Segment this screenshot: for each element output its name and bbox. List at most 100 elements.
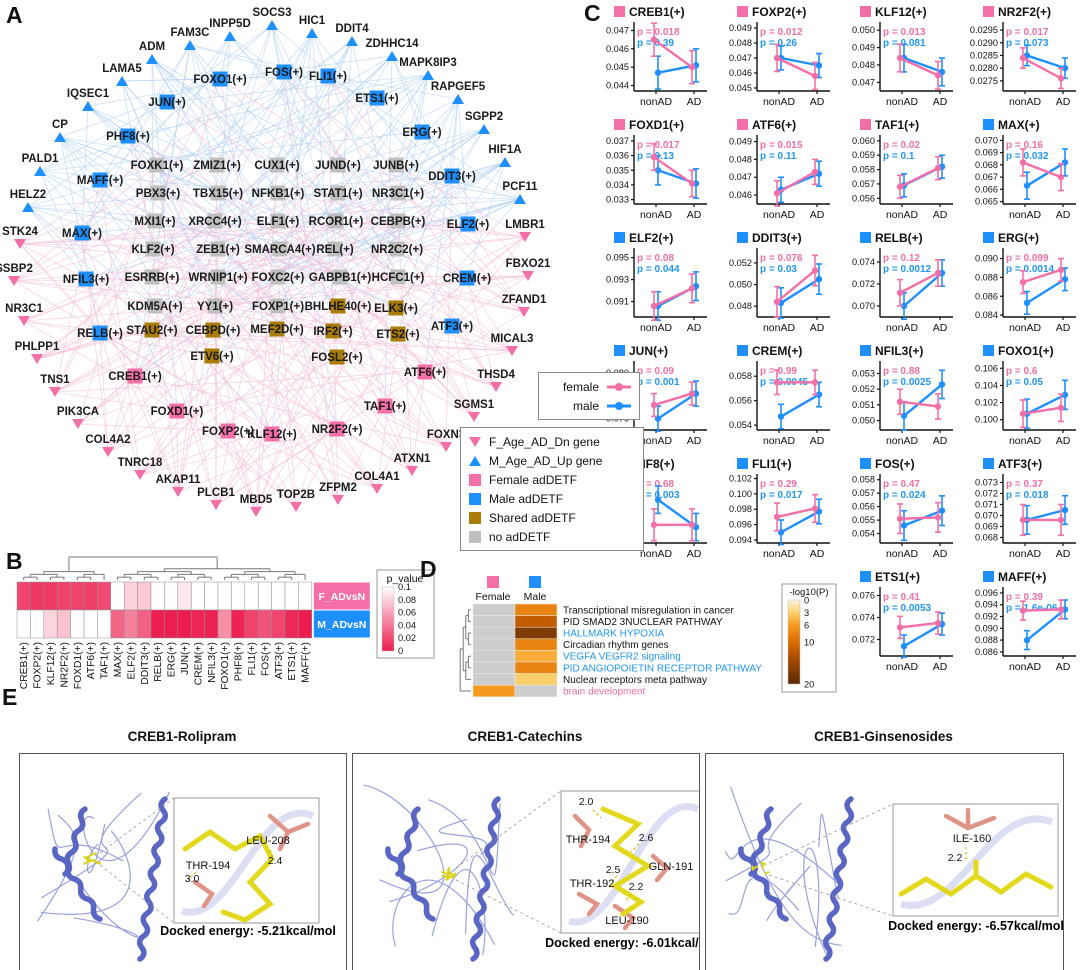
- network-node-FOXP1(+): FOXP1(+): [252, 298, 304, 314]
- heatmap-cell: [244, 581, 259, 611]
- network-node-ERG(+): ERG(+): [402, 124, 442, 140]
- svg-text:NR2F2(+): NR2F2(+): [59, 642, 70, 688]
- network-node-RELB(+): RELB(+): [77, 325, 123, 341]
- svg-text:0.049: 0.049: [852, 43, 875, 53]
- svg-text:FOXD1(+): FOXD1(+): [73, 642, 84, 689]
- tf-plot-ELF2(+): ELF2(+) 0.091 0.093 0.095 nonAD AD p = 0.08 p =…: [590, 230, 711, 346]
- svg-text:CUX1(+): CUX1(+): [254, 160, 299, 172]
- svg-text:Male: Male: [524, 591, 547, 603]
- svg-text:STAT1(+): STAT1(+): [313, 188, 362, 200]
- heatmap-cell: [217, 609, 232, 639]
- svg-text:nonAD: nonAD: [886, 209, 919, 221]
- svg-text:0.098: 0.098: [729, 504, 752, 514]
- svg-text:AD: AD: [933, 322, 948, 334]
- plot-badge: [983, 571, 994, 582]
- heatmap-cell: [97, 609, 112, 639]
- svg-text:p = 0.13: p = 0.13: [637, 151, 674, 162]
- svg-text:PCF11: PCF11: [502, 181, 538, 193]
- svg-text:ATXN1: ATXN1: [394, 453, 431, 465]
- tf-plot-FLI1(+): FLI1(+) 0.094 0.096 0.098 0.100 0.102 nonAD AD p…: [713, 456, 834, 572]
- svg-text:ATF3(+): ATF3(+): [998, 457, 1042, 471]
- svg-text:0.044: 0.044: [606, 81, 629, 91]
- legend-label: no adDETF: [489, 529, 551, 544]
- svg-text:FOXD1(+): FOXD1(+): [629, 118, 684, 132]
- svg-text:0.048: 0.048: [729, 38, 752, 48]
- network-node-RCOR1(+): RCOR1(+): [309, 213, 363, 229]
- heatmap-cell: [150, 609, 165, 639]
- panel-a-label: A: [6, 2, 23, 28]
- svg-text:JUNB(+): JUNB(+): [373, 160, 419, 172]
- svg-text:p = 0.0045: p = 0.0045: [760, 377, 809, 388]
- panel-b-label: B: [6, 548, 23, 574]
- heatmap-cell: [472, 626, 516, 640]
- svg-text:CREB1(+): CREB1(+): [108, 371, 162, 383]
- network-node-NFIL3(+): NFIL3(+): [63, 271, 109, 287]
- svg-text:MAPK8IP3: MAPK8IP3: [399, 57, 457, 69]
- legend-label: Male adDETF: [489, 491, 564, 506]
- heatmap-cell: [271, 609, 286, 639]
- svg-text:FLI1(+): FLI1(+): [247, 642, 258, 675]
- svg-text:CEBPD(+): CEBPD(+): [186, 325, 241, 337]
- svg-text:FOXP2(+): FOXP2(+): [752, 5, 806, 19]
- square-icon: [469, 511, 481, 524]
- svg-text:FOXK1(+): FOXK1(+): [131, 160, 184, 172]
- plot-badge: [614, 345, 625, 356]
- svg-text:nonAD: nonAD: [640, 322, 673, 334]
- heatmap-cell: [298, 581, 313, 611]
- svg-text:TAF1(+): TAF1(+): [100, 642, 111, 679]
- svg-text:STK24: STK24: [2, 226, 38, 238]
- heatmap-cell: [244, 609, 259, 639]
- svg-text:0.100: 0.100: [975, 415, 998, 425]
- svg-text:FOS(+): FOS(+): [875, 457, 915, 471]
- svg-text:CEBPB(+): CEBPB(+): [371, 216, 426, 228]
- svg-text:nonAD: nonAD: [763, 209, 796, 221]
- network-node-FAM3C: FAM3C: [171, 27, 209, 50]
- network-node-WRNIP1(+): WRNIP1(+): [188, 269, 248, 285]
- svg-text:0.048: 0.048: [729, 301, 752, 311]
- svg-text:ATF6(+): ATF6(+): [752, 118, 796, 132]
- svg-text:JUN(+): JUN(+): [629, 344, 668, 358]
- svg-text:ETV6(+): ETV6(+): [190, 351, 233, 363]
- svg-text:YY1(+): YY1(+): [197, 301, 233, 313]
- svg-text:nonAD: nonAD: [886, 548, 919, 560]
- heatmap-cell: [16, 581, 31, 611]
- tf-plot-ATF6(+): ATF6(+) 0.046 0.047 0.048 0.049 nonAD AD p = 0.…: [713, 117, 834, 233]
- legend-label: female: [562, 379, 599, 394]
- heatmap-cell: [271, 581, 286, 611]
- svg-text:nonAD: nonAD: [886, 435, 919, 447]
- svg-text:0.045: 0.045: [729, 83, 752, 93]
- legend-entry-F_Age_AD_Dn gene: F_Age_AD_Dn gene: [468, 432, 636, 451]
- svg-text:AD: AD: [933, 96, 948, 108]
- svg-text:p = 0.02: p = 0.02: [883, 140, 920, 151]
- svg-text:KLF12(+): KLF12(+): [875, 5, 927, 19]
- svg-text:ATF3(+): ATF3(+): [274, 642, 285, 679]
- svg-text:FOXP1(+): FOXP1(+): [252, 301, 304, 313]
- svg-text:p = 0.013: p = 0.013: [883, 27, 926, 38]
- svg-text:p = 0.05: p = 0.05: [1006, 377, 1043, 388]
- svg-text:HELZ2: HELZ2: [10, 189, 46, 201]
- heatmap-cell: [56, 581, 71, 611]
- svg-text:AD: AD: [810, 96, 825, 108]
- network-node-FOXN3: FOXN3: [427, 429, 465, 452]
- heatmap-cell: [177, 581, 192, 611]
- svg-text:0.046: 0.046: [606, 44, 629, 54]
- triangle-down-icon: [469, 436, 481, 447]
- heatmap-cell: [284, 581, 299, 611]
- svg-text:0.071: 0.071: [975, 500, 998, 510]
- svg-text:FBXO21: FBXO21: [506, 258, 551, 270]
- svg-text:DDIT3(+): DDIT3(+): [428, 171, 476, 183]
- heatmap-cell: [231, 581, 246, 611]
- network-node-CUX1(+): CUX1(+): [254, 157, 300, 173]
- heatmap-cell: [110, 581, 125, 611]
- svg-text:p = 0.0025: p = 0.0025: [883, 377, 932, 388]
- svg-text:NR3C1(+): NR3C1(+): [372, 188, 424, 200]
- tf-plot-MAX(+): MAX(+) 0.065 0.066 0.067 0.068 0.069 0.070 nonA…: [959, 117, 1080, 233]
- svg-text:2.0: 2.0: [579, 796, 594, 808]
- svg-text:TAF1(+): TAF1(+): [875, 118, 919, 132]
- svg-text:p = 0.41: p = 0.41: [883, 592, 920, 603]
- tf-gene-network: FOXO1(+) FOS(+) JUN(+) FLI1(+) ETS1(+) PHF8(+…: [0, 7, 551, 517]
- svg-text:0.091: 0.091: [606, 297, 629, 307]
- svg-text:CREM(+): CREM(+): [443, 273, 491, 285]
- network-node-TNS1: TNS1: [40, 374, 70, 397]
- network-node-FBXO21: FBXO21: [506, 258, 551, 281]
